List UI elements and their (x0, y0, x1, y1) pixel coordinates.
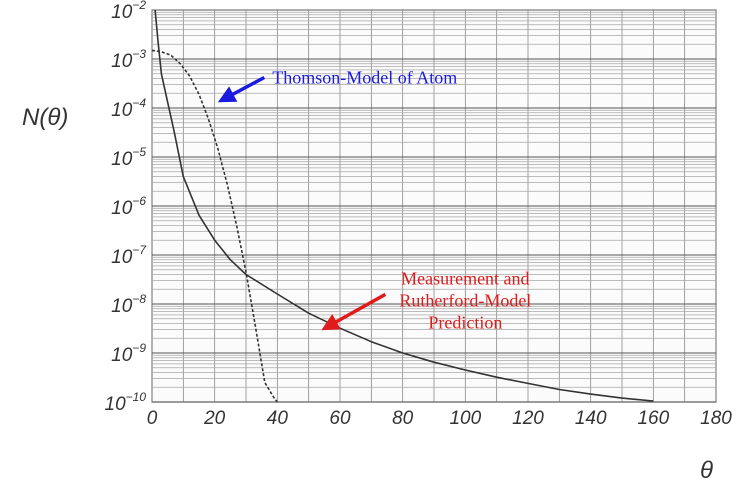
annotations: Thomson-Model of Atom Measurement andRuth… (217, 68, 531, 332)
x-tick-label: 0 (147, 408, 158, 429)
annotation-text: Rutherford-Model (399, 290, 531, 310)
x-tick-label: 140 (575, 408, 607, 429)
y-tick-label: 10−7 (111, 243, 147, 268)
y-tick-label: 10−6 (111, 194, 146, 219)
x-tick-label: 100 (449, 408, 481, 429)
annotation-arrow (217, 75, 266, 103)
y-tick-label: 10−10 (105, 390, 147, 415)
x-tick-label: 80 (392, 408, 414, 429)
y-tick-label: 10−3 (111, 47, 146, 72)
annotation-arrow (321, 292, 387, 331)
grid (151, 10, 717, 403)
x-axis-label: θ (700, 457, 713, 484)
x-tick-label: 180 (700, 408, 732, 429)
x-tick-label: 20 (203, 408, 226, 429)
annotation-text: Measurement and (401, 268, 529, 288)
y-tick-label: 10−8 (111, 292, 146, 317)
y-axis-label: N(θ) (22, 104, 68, 131)
series-layer (151, 9, 654, 403)
y-tick-label: 10−4 (111, 96, 146, 121)
annotation-thomson: Thomson-Model of Atom (217, 68, 457, 103)
y-tick-label: 10−5 (111, 145, 146, 170)
annotation-text: Prediction (428, 312, 502, 332)
tick-labels: 0 20 40 60 80 100 120 140 160 180 10−10 10−9 10−8 10−… (105, 0, 733, 429)
annotation-text: Thomson-Model of Atom (272, 68, 457, 88)
series-line-solid (154, 9, 654, 402)
y-tick-label: 10−2 (111, 0, 146, 23)
annotation-rutherford: Measurement andRutherford-ModelPredictio… (321, 268, 531, 332)
x-tick-label: 160 (637, 408, 669, 429)
y-tick-label: 10−9 (111, 341, 146, 366)
x-tick-label: 60 (329, 408, 351, 429)
x-tick-label: 40 (267, 408, 289, 429)
x-tick-label: 120 (512, 408, 544, 429)
series-line-dashed (151, 49, 278, 403)
